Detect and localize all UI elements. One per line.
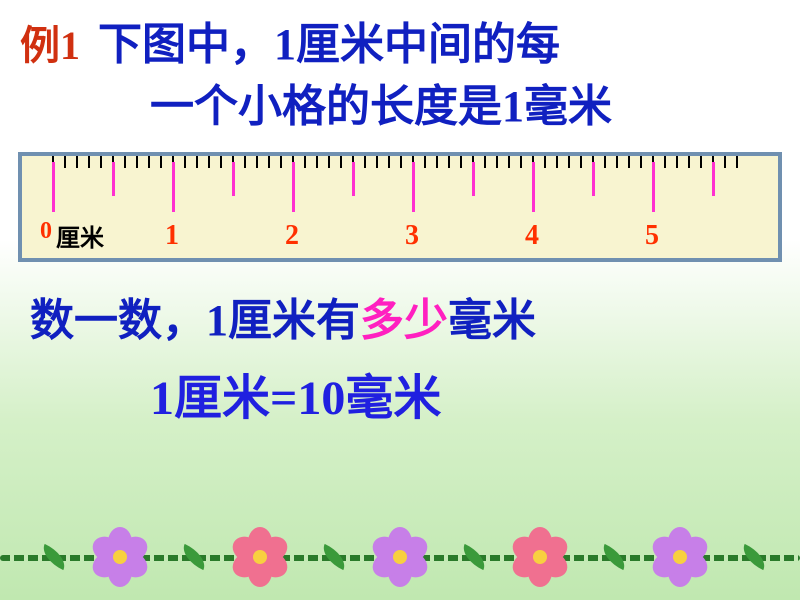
count-suffix: 毫米 [448,296,536,345]
cm-number: 2 [285,220,299,252]
half-cm-line [232,162,235,196]
cm-number: 1 [165,220,179,252]
title-line-1: 例1 下图中，1厘米中间的每 [20,8,780,72]
title-text-1: 下图中，1厘米中间的每 [98,8,560,72]
ruler-cm-marks: 12345 [22,162,778,222]
count-line: 数一数，1厘米有多少毫米 [30,284,800,348]
flower-icon [92,529,148,585]
flower-icon [652,529,708,585]
cm-line [292,162,295,212]
cm-line [412,162,415,212]
half-cm-line [352,162,355,196]
header: 例1 下图中，1厘米中间的每 一个小格的长度是1毫米 [0,0,800,134]
body-text: 数一数，1厘米有多少毫米 1厘米=10毫米 [0,284,800,428]
cm-line [652,162,655,212]
cm-number: 4 [525,220,539,252]
cm-line [532,162,535,212]
equation: 1厘米=10毫米 [30,358,800,428]
cm-number: 3 [405,220,419,252]
cm-line [52,162,55,212]
flower-icon [372,529,428,585]
ruler-zero-label: 0 [40,218,52,245]
cm-number: 5 [645,220,659,252]
flower-icon [512,529,568,585]
ruler: 12345 0 厘米 [18,152,782,262]
flower-border [0,522,800,592]
count-highlight: 多少 [360,296,448,345]
count-prefix: 数一数，1厘米有 [30,296,360,345]
flower-icon [232,529,288,585]
half-cm-line [472,162,475,196]
half-cm-line [112,162,115,196]
title-line-2: 一个小格的长度是1毫米 [20,70,780,134]
half-cm-line [592,162,595,196]
half-cm-line [712,162,715,196]
ruler-unit-label: 厘米 [56,218,104,253]
example-label: 例1 [20,13,80,71]
cm-line [172,162,175,212]
